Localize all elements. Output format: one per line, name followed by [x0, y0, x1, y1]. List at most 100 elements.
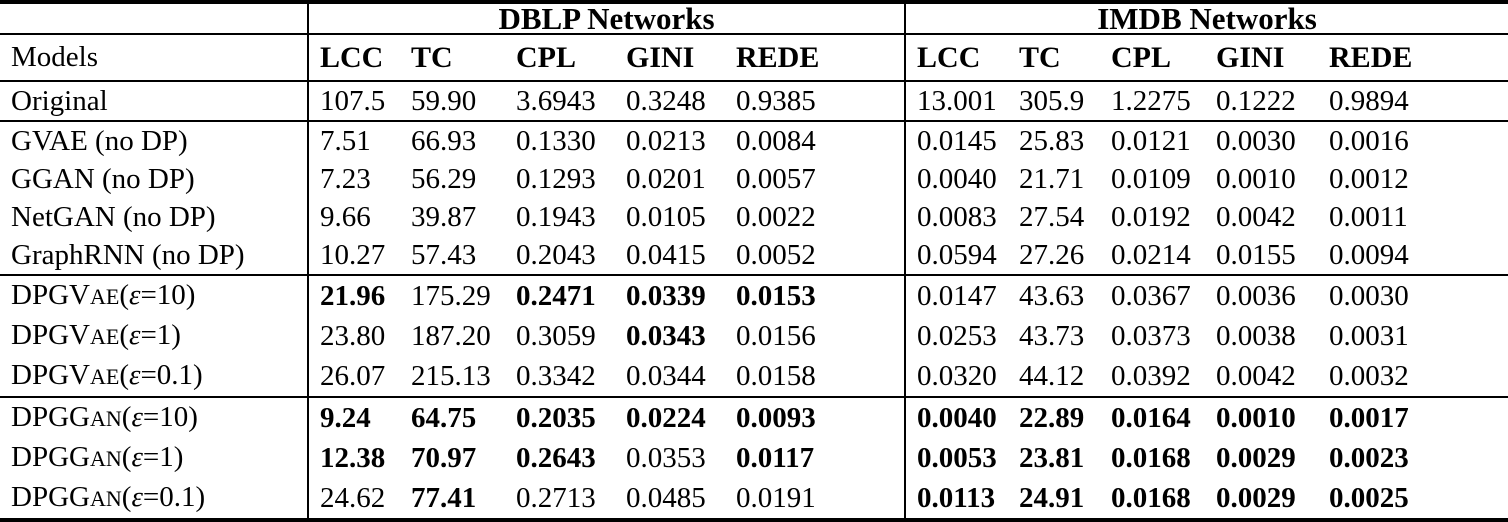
model-name: DPGVAE(ε=10) [0, 275, 308, 316]
value-cell: 0.0011 [1329, 201, 1408, 233]
value-cell: 0.0042 [1205, 356, 1319, 398]
value-cell: 0.0156 [736, 320, 816, 352]
model-name-part: =10) [142, 401, 198, 433]
value-cell: 77.41 [411, 482, 477, 514]
corner-cell [0, 2, 308, 35]
epsilon-symbol: ε [131, 401, 143, 433]
table-row: DPGVAE(ε=0.1) 26.07 215.13 0.3342 0.0344… [0, 356, 1508, 398]
col-header-imdb-cpl: CPL [1100, 34, 1206, 82]
value-cell: 0.0147 [904, 275, 1009, 316]
value-cell: 1.2275 [1100, 81, 1206, 122]
value-cell: 0.0084 [736, 125, 816, 157]
value-cell: 39.87 [411, 201, 477, 233]
value-cell: 0.3342 [505, 356, 615, 398]
value-cell: 0.0029 [1216, 482, 1296, 514]
value-cell: 0.0017 [1329, 402, 1409, 434]
value-cell: 0.0038 [1216, 320, 1296, 352]
value-cell: 0.2043 [505, 236, 615, 276]
value-cell: 56.29 [411, 163, 477, 195]
value-cell: 0.0022 [736, 201, 816, 233]
value-cell: 0.0010 [1216, 402, 1296, 434]
value-cell: 0.0094 [1318, 236, 1508, 276]
value-cell: 0.9385 [725, 81, 906, 122]
value-cell: 0.0353 [626, 442, 706, 474]
value-cell: 0.1293 [516, 163, 596, 195]
model-name-smallcaps: AE [89, 284, 120, 309]
model-name-part: =1) [140, 319, 181, 351]
value-cell: 0.0040 [904, 160, 1009, 198]
value-cell: 187.20 [411, 320, 491, 352]
value-cell: 0.0029 [1216, 442, 1296, 474]
col-header-dblp-lcc: LCC [307, 34, 400, 82]
model-name: NetGAN (no DP) [11, 201, 216, 233]
col-header-imdb-tc: TC [1008, 34, 1101, 82]
model-name: Original [0, 81, 308, 122]
value-cell: 3.6943 [505, 81, 615, 122]
model-name-part: ( [121, 481, 132, 513]
value-cell: 43.73 [1019, 320, 1085, 352]
value-cell: 24.91 [1019, 482, 1085, 514]
model-name-part: ( [119, 319, 130, 351]
value-cell: 0.0117 [736, 442, 815, 474]
col-header-dblp-rede: REDE [725, 34, 906, 82]
value-cell: 0.0016 [1329, 125, 1409, 157]
model-name: GraphRNN (no DP) [0, 236, 308, 276]
value-cell: 0.0053 [904, 438, 1009, 478]
table-row: DPGVAE(ε=1) 23.80 187.20 0.3059 0.0343 0… [0, 316, 1508, 356]
value-cell: 21.71 [1019, 163, 1085, 195]
value-cell: 0.0224 [626, 402, 706, 434]
epsilon-symbol: ε [129, 279, 141, 311]
value-cell: 0.0367 [1111, 280, 1191, 312]
model-name-part: DPGG [11, 481, 90, 513]
value-cell: 0.0105 [626, 201, 706, 233]
value-cell: 22.89 [1019, 402, 1085, 434]
value-cell: 0.0010 [1216, 163, 1296, 195]
value-cell: 66.93 [411, 125, 477, 157]
value-cell: 0.9894 [1318, 81, 1508, 122]
value-cell: 0.0155 [1205, 236, 1319, 276]
model-name-part: ( [121, 401, 132, 433]
value-cell: 0.2713 [516, 482, 596, 514]
value-cell: 0.2643 [516, 442, 596, 474]
model-name-smallcaps: AN [89, 446, 122, 471]
value-cell: 107.5 [307, 81, 400, 122]
value-cell: 70.97 [411, 442, 477, 474]
value-cell: 57.43 [400, 236, 505, 276]
value-cell: 7.51 [307, 121, 400, 160]
model-name: DPGVAE(ε=1) [0, 316, 308, 356]
model-name-part: =0.1) [142, 481, 206, 513]
value-cell: 0.0344 [615, 356, 725, 398]
value-cell: 0.3248 [615, 81, 725, 122]
value-cell: 0.0214 [1100, 236, 1206, 276]
model-name: DPGGAN(ε=0.1) [0, 478, 308, 520]
group-header-row: DBLP Networks IMDB Networks [0, 2, 1508, 35]
value-cell: 0.0343 [626, 320, 706, 352]
group-header-imdb: IMDB Networks [904, 2, 1508, 35]
model-name-smallcaps: AE [89, 364, 120, 389]
value-cell: 24.62 [307, 478, 400, 520]
value-cell: 0.0109 [1111, 163, 1191, 195]
epsilon-symbol: ε [129, 319, 141, 351]
table-row: GraphRNN (no DP) 10.27 57.43 0.2043 0.04… [0, 236, 1508, 276]
value-cell: 25.83 [1019, 125, 1085, 157]
col-header-imdb-lcc: LCC [904, 34, 1009, 82]
value-cell: 0.0012 [1329, 163, 1409, 195]
model-name-part: DPGV [11, 319, 90, 351]
value-cell: 0.0032 [1318, 356, 1508, 398]
table-row: Original 107.5 59.90 3.6943 0.3248 0.938… [0, 81, 1508, 122]
value-cell: 0.0168 [1111, 482, 1191, 514]
value-cell: 9.66 [307, 198, 400, 236]
model-name: DPGVAE(ε=0.1) [0, 356, 308, 398]
model-name-part: DPGV [11, 359, 90, 391]
group-header-dblp: DBLP Networks [306, 2, 906, 35]
value-cell: 0.1222 [1205, 81, 1319, 122]
value-cell: 0.0057 [736, 163, 816, 195]
model-name: GVAE (no DP) [11, 125, 188, 157]
value-cell: 0.0594 [904, 236, 1009, 276]
model-name-part: =0.1) [140, 359, 203, 391]
model-name-part: =10) [140, 279, 196, 311]
value-cell: 7.23 [307, 160, 400, 198]
value-cell: 0.0253 [904, 316, 1009, 356]
value-cell: 0.0158 [725, 356, 906, 398]
